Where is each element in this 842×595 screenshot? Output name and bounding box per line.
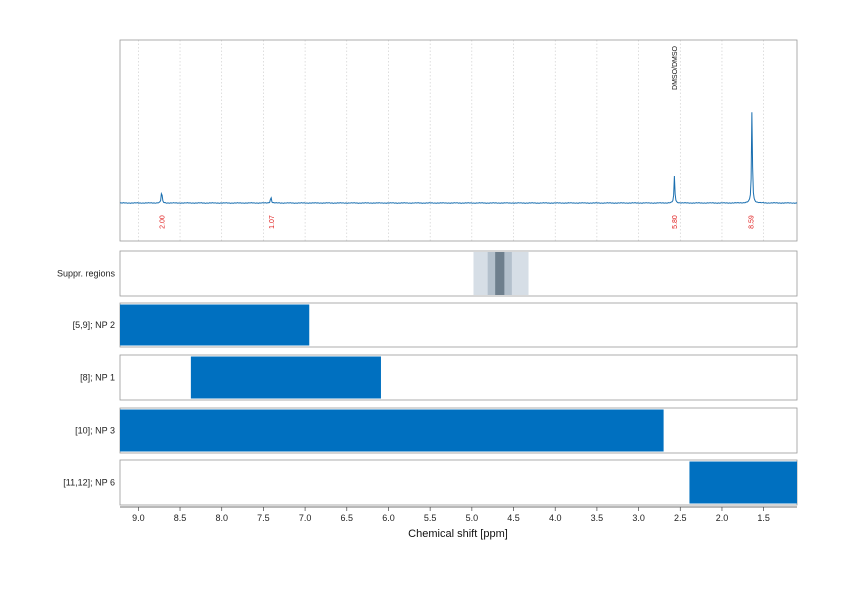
range-bar xyxy=(120,409,664,452)
suppr-regions-label: Suppr. regions xyxy=(57,269,116,279)
range-bar xyxy=(190,356,381,399)
bar-panel-frame xyxy=(119,459,798,506)
grid-lines xyxy=(138,40,764,241)
x-tick-label: 1.5 xyxy=(757,513,770,523)
range-bar xyxy=(689,461,797,504)
bar-row-label: [8]; NP 1 xyxy=(80,373,115,383)
suppr-region-core xyxy=(495,252,505,295)
x-tick-label: 9.0 xyxy=(132,513,145,523)
x-tick-label: 4.0 xyxy=(549,513,562,523)
spectrum-panel: 2.00 1.07 5.80 DMSO/DMSO 8.59 xyxy=(119,39,798,242)
x-tick-label: 5.0 xyxy=(466,513,479,523)
bar-panels: [5,9]; NP 2 [8]; NP 1 [10]; NP 3 [11,12]; N… xyxy=(63,302,798,506)
bar-row-label: [10]; NP 3 xyxy=(75,426,115,436)
x-tick-label: 3.0 xyxy=(632,513,645,523)
suppressed-regions-panel: Suppr. regions xyxy=(57,250,798,297)
x-axis: 9.0 8.5 8.0 7.5 7.0 6.5 6.0 5.5 5.0 4.5 4.0 3.5 3.0 2… xyxy=(120,506,797,523)
x-tick-label: 5.5 xyxy=(424,513,437,523)
x-tick-label: 2.5 xyxy=(674,513,687,523)
suppr-frame xyxy=(119,250,798,297)
x-tick-label: 8.5 xyxy=(174,513,187,523)
x-tick-label: 7.0 xyxy=(299,513,312,523)
integral-label: 2.00 xyxy=(160,215,167,229)
bar-row-label: [5,9]; NP 2 xyxy=(73,320,115,330)
x-tick-label: 6.0 xyxy=(382,513,395,523)
spectrum-line xyxy=(119,112,798,204)
integral-label: 8.59 xyxy=(749,215,756,229)
integral-label: 5.80 xyxy=(672,215,679,229)
x-tick-label: 2.0 xyxy=(716,513,729,523)
x-axis-title: Chemical shift [ppm] xyxy=(408,528,508,540)
spectrum-frame xyxy=(119,39,798,242)
x-tick-label: 8.0 xyxy=(215,513,228,523)
integral-label: 1.07 xyxy=(269,215,276,229)
x-tick-label: 6.5 xyxy=(341,513,354,523)
peak-annotation: DMSO/DMSO xyxy=(672,45,679,90)
x-tick-label: 7.5 xyxy=(257,513,270,523)
x-tick-label: 3.5 xyxy=(591,513,604,523)
x-tick-label: 4.5 xyxy=(507,513,520,523)
range-bar xyxy=(120,304,310,346)
bar-row-label: [11,12]; NP 6 xyxy=(63,478,115,488)
